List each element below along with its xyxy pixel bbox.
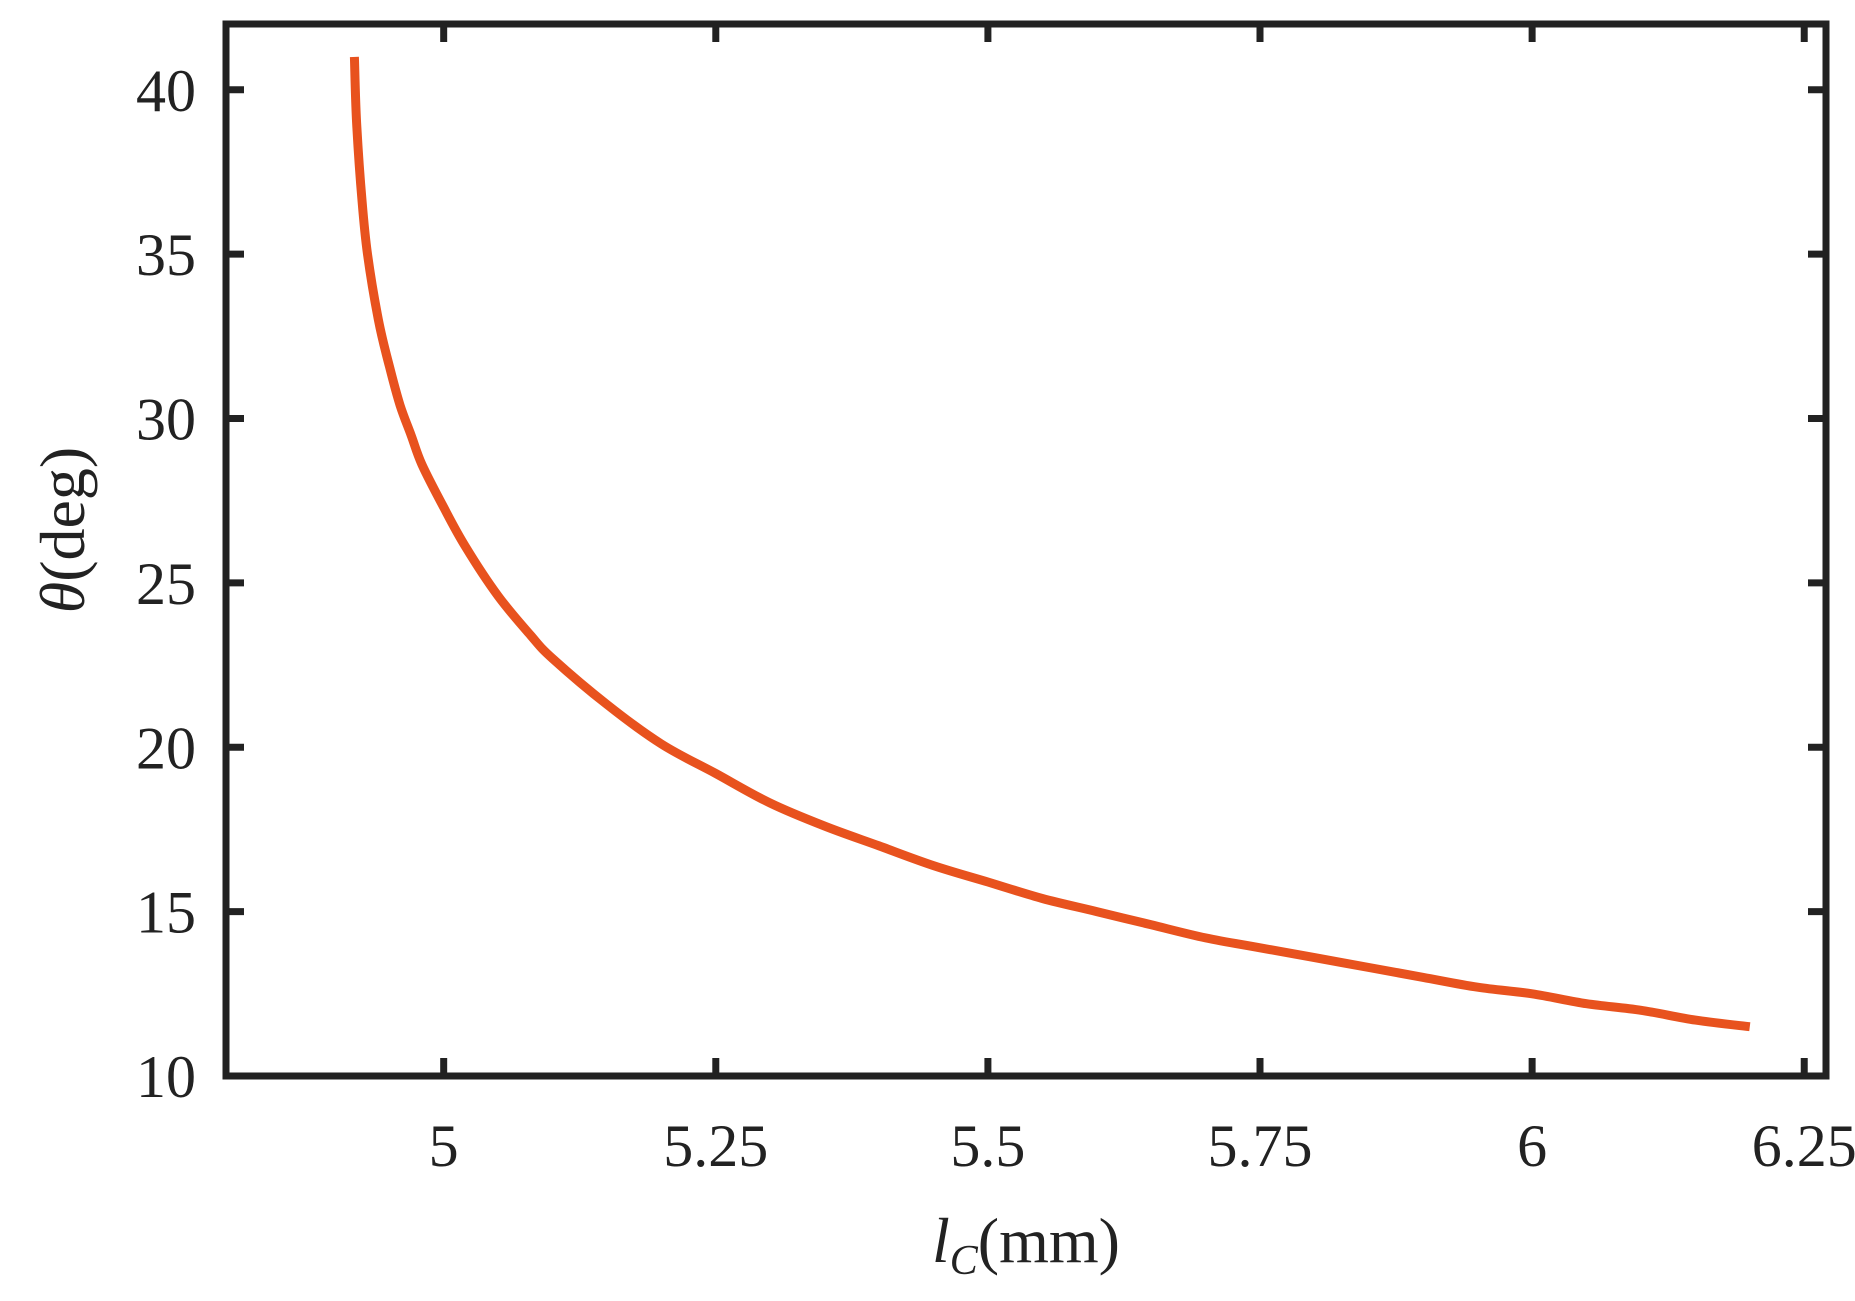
x-tick-label: 6 [1517, 1113, 1547, 1179]
y-tick-label: 20 [136, 715, 196, 781]
x-axis-label-unit: (mm) [978, 1205, 1120, 1276]
x-axis-label: lC(mm) [932, 1205, 1120, 1284]
plot-frame [222, 20, 1830, 1080]
x-axis-label-subscript: C [950, 1238, 979, 1284]
x-tick-label: 5 [429, 1113, 459, 1179]
x-axis-label-symbol: l [932, 1205, 950, 1276]
y-tick-label: 40 [136, 58, 196, 124]
x-tick-label: 6.25 [1752, 1113, 1855, 1179]
series-line-0 [349, 56, 1751, 1032]
y-tick-label: 25 [136, 551, 196, 617]
y-axis-label: θ(deg) [27, 447, 98, 613]
x-axis-ticks: 5 5.25 5.5 5.75 6 6.25 [429, 24, 1855, 1179]
x-tick-label: 5.75 [1208, 1113, 1313, 1179]
y-tick-label: 35 [136, 222, 196, 288]
y-axis-ticks: 10 15 20 25 30 35 40 [136, 58, 1826, 1110]
y-tick-label: 30 [136, 387, 196, 453]
x-tick-label: 5.5 [950, 1113, 1025, 1179]
y-tick-label: 10 [136, 1044, 196, 1110]
y-axis-label-symbol: θ [27, 582, 98, 613]
y-axis-label-unit: (deg) [27, 447, 98, 582]
series-layer [349, 56, 1751, 1032]
y-tick-label: 15 [136, 880, 196, 946]
x-tick-label: 5.25 [663, 1113, 768, 1179]
